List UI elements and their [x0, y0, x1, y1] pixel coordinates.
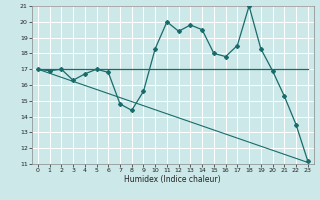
X-axis label: Humidex (Indice chaleur): Humidex (Indice chaleur) [124, 175, 221, 184]
